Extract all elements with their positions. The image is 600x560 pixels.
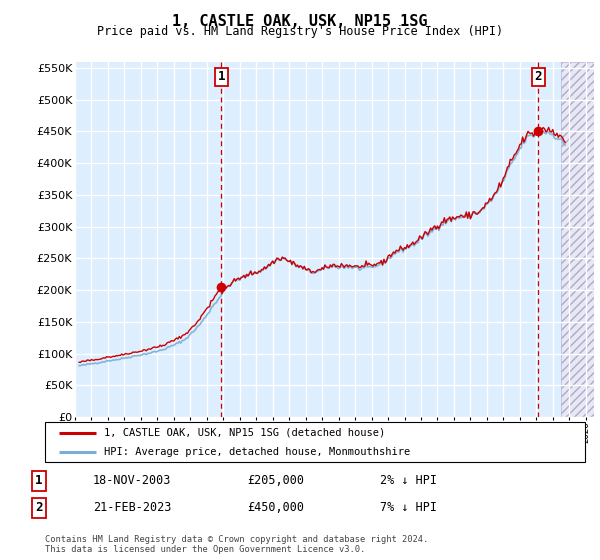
Text: 21-FEB-2023: 21-FEB-2023 <box>93 501 171 514</box>
Text: 1: 1 <box>35 474 43 487</box>
FancyBboxPatch shape <box>45 422 585 462</box>
Text: £205,000: £205,000 <box>248 474 305 487</box>
Bar <box>561 62 600 417</box>
Text: Contains HM Land Registry data © Crown copyright and database right 2024.
This d: Contains HM Land Registry data © Crown c… <box>45 535 428 554</box>
Text: 7% ↓ HPI: 7% ↓ HPI <box>380 501 437 514</box>
Text: 1: 1 <box>218 71 225 83</box>
Text: 2: 2 <box>35 501 43 514</box>
Text: 18-NOV-2003: 18-NOV-2003 <box>93 474 171 487</box>
Text: 2% ↓ HPI: 2% ↓ HPI <box>380 474 437 487</box>
Text: 1, CASTLE OAK, USK, NP15 1SG: 1, CASTLE OAK, USK, NP15 1SG <box>172 14 428 29</box>
Text: 2: 2 <box>535 71 542 83</box>
Text: Price paid vs. HM Land Registry's House Price Index (HPI): Price paid vs. HM Land Registry's House … <box>97 25 503 38</box>
Text: £450,000: £450,000 <box>248 501 305 514</box>
Text: 1, CASTLE OAK, USK, NP15 1SG (detached house): 1, CASTLE OAK, USK, NP15 1SG (detached h… <box>104 428 386 438</box>
Text: HPI: Average price, detached house, Monmouthshire: HPI: Average price, detached house, Monm… <box>104 446 410 456</box>
